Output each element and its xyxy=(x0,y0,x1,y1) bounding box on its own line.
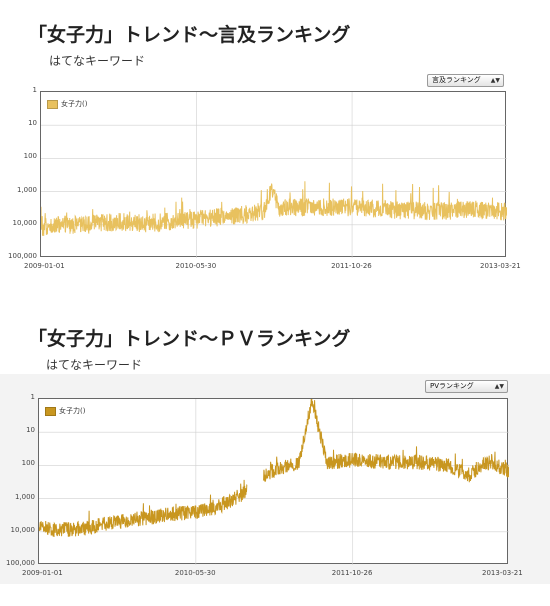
chart-1-svg xyxy=(41,92,507,258)
y-tick-label: 100 xyxy=(23,152,37,161)
x-tick-label: 2011-10-26 xyxy=(331,569,373,577)
chart-2-plot-area: 女子力() xyxy=(38,398,509,565)
chart-2-title: 「女子力」トレンド〜ＰＶランキング xyxy=(28,328,351,350)
chart-1-legend: 女子力() xyxy=(47,99,87,109)
chart-2-legend-label: 女子力() xyxy=(59,407,86,415)
chart-1-dropdown-label: 言及ランキング xyxy=(432,76,481,84)
chart-1-legend-label: 女子力() xyxy=(61,100,88,108)
series-line xyxy=(39,399,509,538)
chart-1-ranking-dropdown[interactable]: 言及ランキング ▲▼ xyxy=(427,74,504,87)
y-tick-label: 1,000 xyxy=(16,185,37,194)
chart-2-dropdown-label: PVランキング xyxy=(430,382,474,390)
y-tick-label: 100 xyxy=(21,459,35,468)
chart-2-legend-swatch xyxy=(45,406,56,416)
x-tick-label: 2011-10-26 xyxy=(331,262,372,270)
chart-2-legend: 女子力() xyxy=(45,406,85,416)
x-tick-label: 2010-05-30 xyxy=(175,262,217,270)
y-tick-label: 10 xyxy=(28,119,37,128)
chart-2-ranking-dropdown[interactable]: PVランキング ▲▼ xyxy=(425,380,508,393)
y-tick-label: 100,000 xyxy=(8,252,37,260)
chart-2-svg xyxy=(39,399,509,565)
y-tick-label: 10 xyxy=(26,426,35,435)
x-tick-label: 2009-01-01 xyxy=(24,262,65,270)
y-tick-label: 1 xyxy=(32,86,37,94)
x-tick-label: 2010-05-30 xyxy=(174,569,216,577)
y-tick-label: 10,000 xyxy=(12,218,38,227)
x-tick-label: 2013-03-21 xyxy=(480,262,521,270)
chart-2-subtitle: はてなキーワード xyxy=(46,358,143,372)
y-tick-label: 1 xyxy=(30,393,35,401)
chevron-updown-icon: ▲▼ xyxy=(490,77,500,84)
chart-1-title: 「女子力」トレンド〜言及ランキング xyxy=(28,24,351,46)
series-line xyxy=(41,181,507,237)
y-tick-label: 10,000 xyxy=(10,525,36,534)
chart-1-legend-swatch xyxy=(47,99,58,109)
y-tick-label: 100,000 xyxy=(6,559,35,567)
chart-1-subtitle: はてなキーワード xyxy=(49,54,146,68)
x-tick-label: 2009-01-01 xyxy=(22,569,63,577)
y-tick-label: 1,000 xyxy=(14,492,35,501)
chevron-updown-icon: ▲▼ xyxy=(494,383,504,390)
x-tick-label: 2013-03-21 xyxy=(482,569,523,577)
chart-1-plot-area: 女子力() xyxy=(40,91,507,258)
